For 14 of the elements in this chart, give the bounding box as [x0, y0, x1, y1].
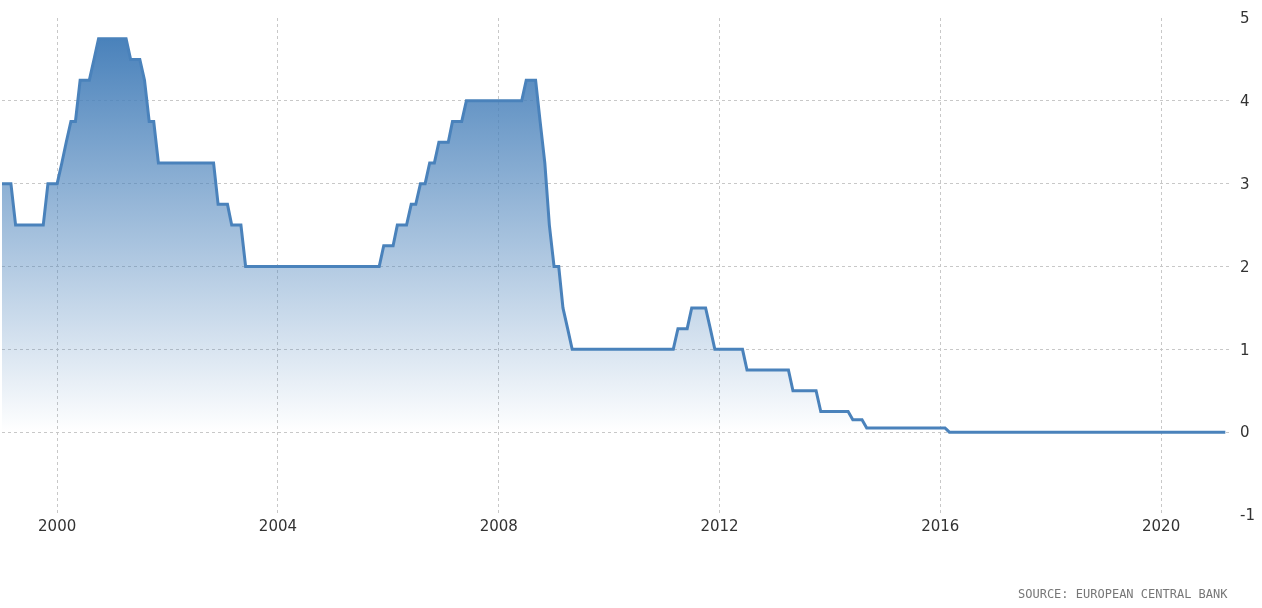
x-tick-label: 2000 [38, 517, 77, 535]
y-tick-label: 2 [1240, 257, 1250, 276]
y-tick-label: 5 [1240, 9, 1250, 28]
y-tick-label: 1 [1240, 340, 1250, 359]
x-tick-label: 2012 [700, 517, 739, 535]
y-tick-label: 0 [1240, 423, 1250, 442]
y-tick-label: 4 [1240, 92, 1250, 111]
y-tick-label: 3 [1240, 174, 1250, 193]
x-tick-label: 2008 [479, 517, 518, 535]
x-tick-label: 2020 [1142, 517, 1181, 535]
x-tick-label: 2004 [258, 517, 298, 535]
source-note: SOURCE: EUROPEAN CENTRAL BANK [1018, 587, 1229, 601]
x-tick-label: 2016 [921, 517, 960, 535]
y-tick-label: -1 [1240, 506, 1255, 525]
